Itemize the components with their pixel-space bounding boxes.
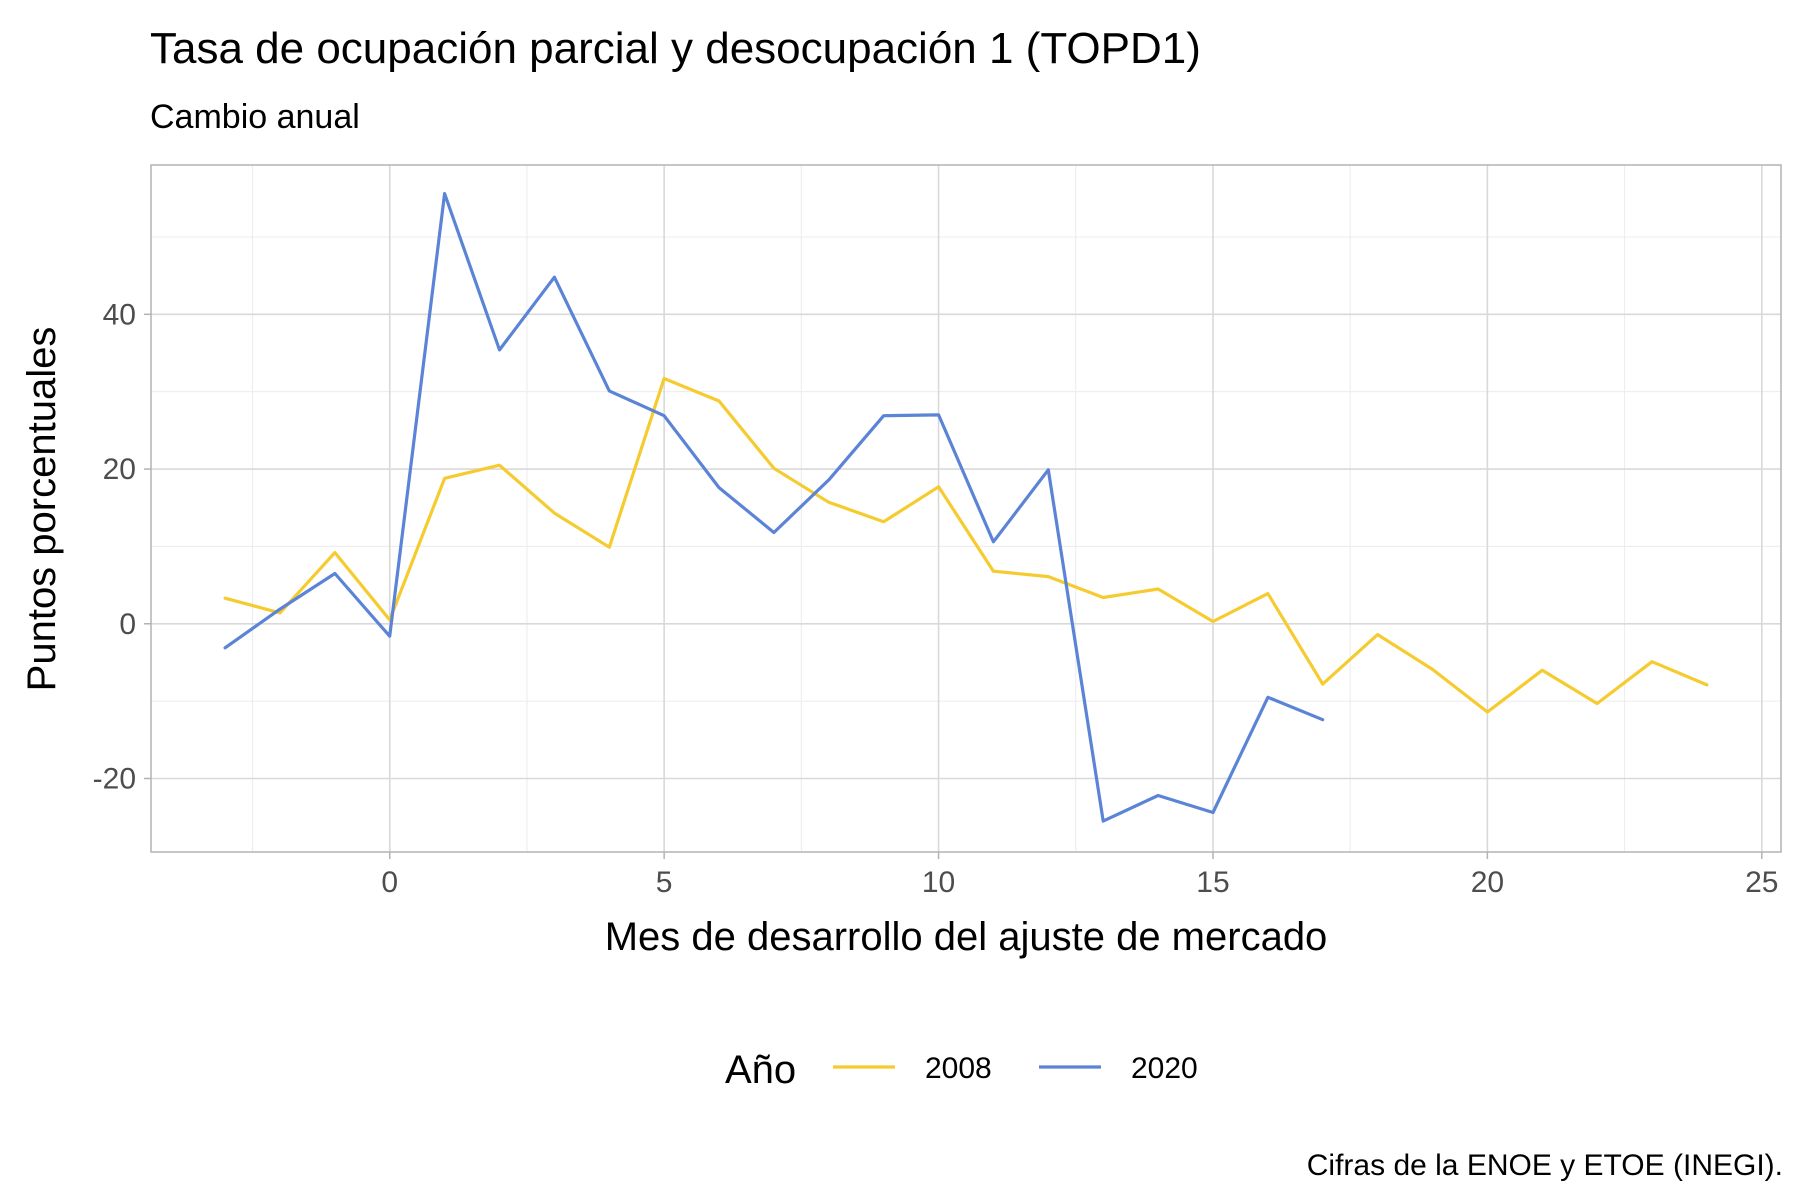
legend-title: Año [725, 1048, 796, 1092]
legend-items: 2008 2020 [833, 1052, 1198, 1085]
x-tick-label: 5 [656, 866, 673, 899]
panel-border [150, 164, 1782, 853]
legend: Año 2008 2020 [725, 1048, 1198, 1092]
legend-label-2020: 2020 [1131, 1052, 1198, 1085]
y-axis-ticks: -20 0 20 40 [93, 298, 151, 796]
y-axis-title: Puntos porcentuales [20, 327, 64, 692]
x-axis-ticks: 0 5 10 15 20 25 [381, 852, 1778, 899]
y-tick-label: -20 [93, 763, 136, 796]
plot-panel [150, 164, 1782, 853]
x-axis-title: Mes de desarrollo del ajuste de mercado [605, 915, 1328, 959]
legend-label-2008: 2008 [925, 1052, 992, 1085]
minor-gridlines [151, 165, 1781, 852]
series-layer [223, 192, 1709, 823]
chart-title: Tasa de ocupación parcial y desocupación… [150, 24, 1201, 73]
x-tick-label: 15 [1196, 866, 1229, 899]
x-tick-label: 10 [922, 866, 955, 899]
x-tick-label: 0 [381, 866, 398, 899]
x-tick-label: 20 [1471, 866, 1504, 899]
chart-caption: Cifras de la ENOE y ETOE (INEGI). [1307, 1149, 1783, 1182]
chart-subtitle: Cambio anual [150, 98, 360, 136]
series-line-2008 [223, 376, 1709, 714]
major-gridlines [151, 165, 1781, 852]
y-tick-label: 0 [119, 608, 136, 641]
y-tick-label: 40 [103, 298, 136, 331]
series-line-2020 [223, 192, 1325, 823]
x-tick-label: 25 [1745, 866, 1778, 899]
y-tick-label: 20 [103, 453, 136, 486]
